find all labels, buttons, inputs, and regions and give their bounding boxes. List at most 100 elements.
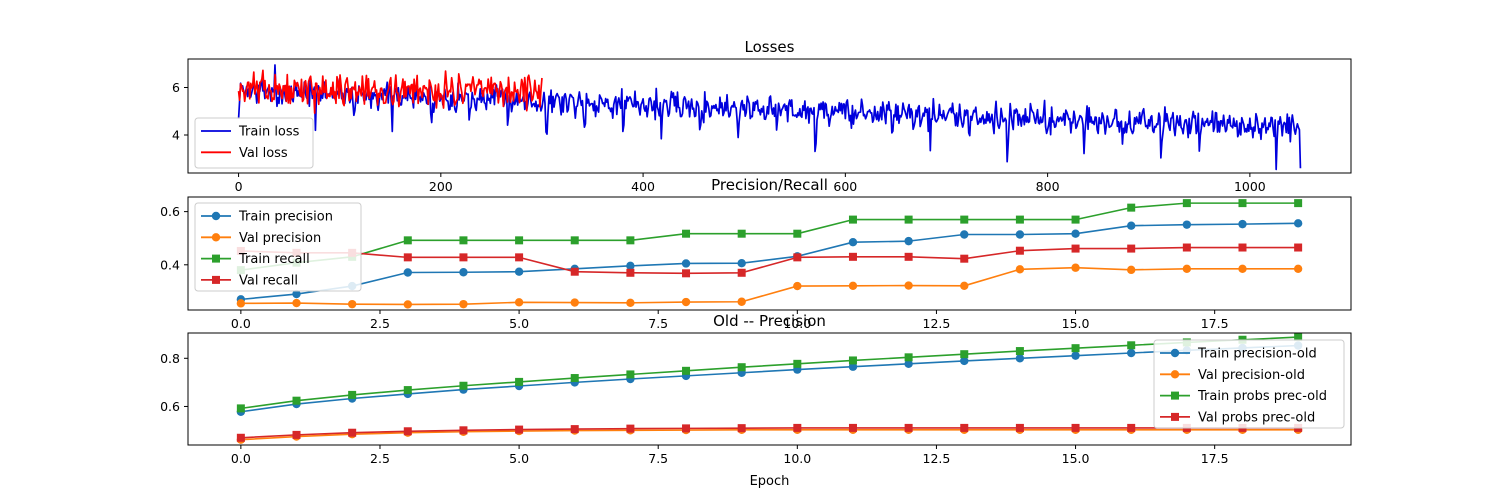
legend-label: Train recall <box>238 252 310 267</box>
data-point <box>1238 219 1247 229</box>
data-point <box>1238 264 1247 273</box>
x-tick-label: 800 <box>1036 179 1060 194</box>
data-point <box>1071 423 1080 432</box>
data-point <box>1126 348 1136 358</box>
legend: Train precision-old Val precision-old Trai… <box>1153 339 1345 429</box>
data-point <box>960 281 969 291</box>
data-point <box>1071 263 1080 272</box>
legend-marker <box>1170 348 1180 358</box>
legend-label: Val loss <box>239 146 288 161</box>
data-point <box>403 427 412 436</box>
data-point <box>682 269 691 278</box>
axes-frame <box>187 58 1352 174</box>
data-point <box>737 424 746 433</box>
axes-frame <box>187 196 1352 311</box>
x-tick-label: 5.0 <box>509 316 529 331</box>
y-tick-label: 6 <box>172 80 180 95</box>
data-point <box>960 350 969 359</box>
data-point <box>403 253 412 262</box>
x-tick-label: 15.0 <box>1062 451 1090 466</box>
legend-marker <box>212 254 220 263</box>
x-tick-label: 200 <box>429 179 453 194</box>
data-point <box>848 215 857 224</box>
data-point <box>1182 243 1191 252</box>
series-line-val-loss <box>237 69 543 114</box>
series-line-val-recall <box>240 246 1299 275</box>
data-point <box>737 229 746 238</box>
subplot-3: 0.0 2.5 5.0 7.5 10.0 12.5 15.0 17.5 0.6 0.8 Old --… <box>160 312 1352 489</box>
legend-label: Val recall <box>239 273 298 288</box>
legend-marker <box>1171 391 1179 400</box>
data-point <box>1238 243 1247 252</box>
legend-label: Train probs prec-old <box>1197 389 1327 404</box>
legend-marker <box>212 275 220 284</box>
x-tick-label: 12.5 <box>923 451 951 466</box>
data-point <box>236 433 245 442</box>
data-point <box>459 426 468 435</box>
data-point <box>1294 333 1303 342</box>
data-point <box>1182 264 1192 273</box>
data-point <box>904 423 913 432</box>
data-point <box>1293 219 1303 228</box>
data-point <box>1071 215 1080 224</box>
data-point <box>570 298 579 307</box>
data-point <box>1127 203 1136 212</box>
data-point <box>904 281 913 290</box>
data-point <box>459 268 468 277</box>
data-point <box>960 356 969 366</box>
data-point <box>1015 265 1025 274</box>
x-tick-label: 2.5 <box>370 316 390 331</box>
x-tick-label: 10.0 <box>783 316 811 331</box>
data-point <box>1182 220 1192 229</box>
x-tick-label: 7.5 <box>648 316 668 331</box>
plot-area <box>237 64 1302 171</box>
data-point <box>515 236 524 245</box>
data-point <box>793 359 802 368</box>
legend: Train precision Val precision Train recall… <box>194 202 362 292</box>
series-line-val-precision-old <box>240 429 1299 441</box>
data-point <box>793 253 802 262</box>
data-point <box>1126 265 1136 275</box>
data-point <box>681 259 691 268</box>
data-point <box>515 377 524 386</box>
chart-title: Losses <box>745 38 795 56</box>
subplot-1: 0 200 400 600 800 1000 4 6 Losses Train loss Val l… <box>172 38 1352 194</box>
data-point <box>459 253 468 262</box>
data-point <box>1127 423 1136 432</box>
data-point <box>347 299 357 309</box>
y-tick-label: 0.8 <box>160 351 180 366</box>
legend-marker <box>211 211 221 221</box>
legend-label: Val precision <box>239 231 321 246</box>
plot-area <box>236 333 1303 444</box>
data-point <box>236 299 246 308</box>
data-point <box>681 297 691 307</box>
data-point <box>737 268 746 277</box>
x-tick-label: 17.5 <box>1201 316 1229 331</box>
data-point <box>403 300 413 309</box>
y-tick-label: 4 <box>172 128 180 143</box>
series-line-val-precision <box>240 266 1299 306</box>
data-point <box>348 390 357 399</box>
data-point <box>848 238 858 247</box>
series-line-train-precision-old <box>240 344 1299 413</box>
data-point <box>682 366 691 375</box>
data-point <box>1293 264 1303 273</box>
data-point <box>1015 423 1024 432</box>
y-tick-label: 0.6 <box>160 399 180 414</box>
data-point <box>1071 344 1080 353</box>
data-point <box>292 430 301 439</box>
data-point <box>793 423 802 432</box>
x-tick-label: 0.0 <box>231 316 251 331</box>
x-axis-label: Epoch <box>750 474 790 489</box>
x-tick-label: 15.0 <box>1062 316 1090 331</box>
legend-marker <box>1171 412 1179 421</box>
data-point <box>626 261 635 271</box>
x-tick-label: 5.0 <box>509 451 529 466</box>
data-point <box>403 268 413 277</box>
data-point <box>236 404 245 413</box>
data-point <box>904 359 913 369</box>
legend-label: Train loss <box>238 125 300 140</box>
data-point <box>960 423 969 432</box>
data-point <box>1238 199 1247 208</box>
subplot-2: 0.0 2.5 5.0 7.5 10.0 12.5 15.0 17.5 0.4 0.6 Precis… <box>160 176 1352 331</box>
